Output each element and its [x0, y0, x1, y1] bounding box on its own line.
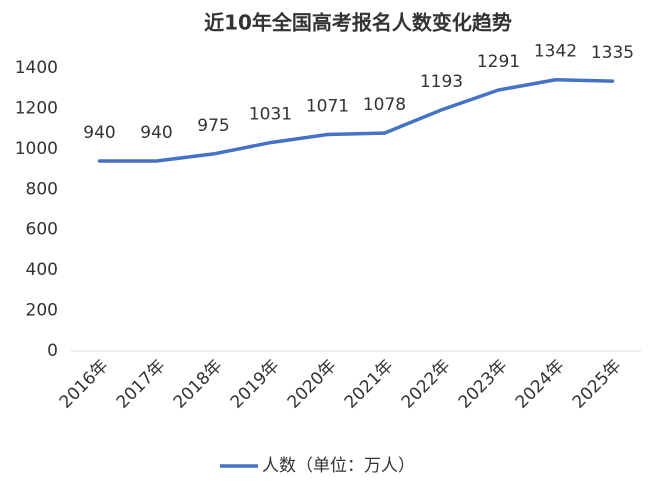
line-series: [97, 77, 615, 163]
y-tick-label: 1400: [15, 58, 58, 78]
y-tick-label: 800: [26, 179, 58, 199]
legend-label: 人数（单位：万人）: [262, 456, 415, 476]
data-label: 1071: [306, 97, 349, 117]
x-tick-label: 2017年: [113, 356, 170, 413]
data-label: 1335: [591, 43, 634, 63]
data-label: 940: [83, 123, 115, 143]
x-tick-label: 2018年: [170, 356, 227, 413]
y-tick-label: 1000: [15, 139, 58, 159]
data-label: 940: [140, 123, 172, 143]
chart-title: 近10年全国高考报名人数变化趋势: [204, 11, 512, 35]
data-label: 1193: [420, 72, 463, 92]
y-tick-label: 600: [26, 220, 58, 240]
x-tick-label: 2020年: [284, 356, 341, 413]
x-tick-label: 2024年: [512, 356, 569, 413]
x-tick-label: 2025年: [569, 356, 626, 413]
y-tick-label: 400: [26, 260, 58, 280]
data-label: 1031: [249, 105, 292, 125]
data-label: 1291: [477, 52, 520, 72]
data-label: 1342: [534, 42, 577, 62]
data-label: 975: [197, 116, 229, 136]
x-tick-label: 2022年: [398, 356, 455, 413]
x-tick-label: 2019年: [227, 356, 284, 413]
data-label: 1078: [363, 95, 406, 115]
y-tick-label: 0: [47, 341, 58, 361]
x-tick-label: 2016年: [56, 356, 113, 413]
y-tick-label: 200: [26, 301, 58, 321]
y-tick-label: 1200: [15, 98, 58, 118]
x-tick-label: 2021年: [341, 356, 398, 413]
x-tick-label: 2023年: [455, 356, 512, 413]
